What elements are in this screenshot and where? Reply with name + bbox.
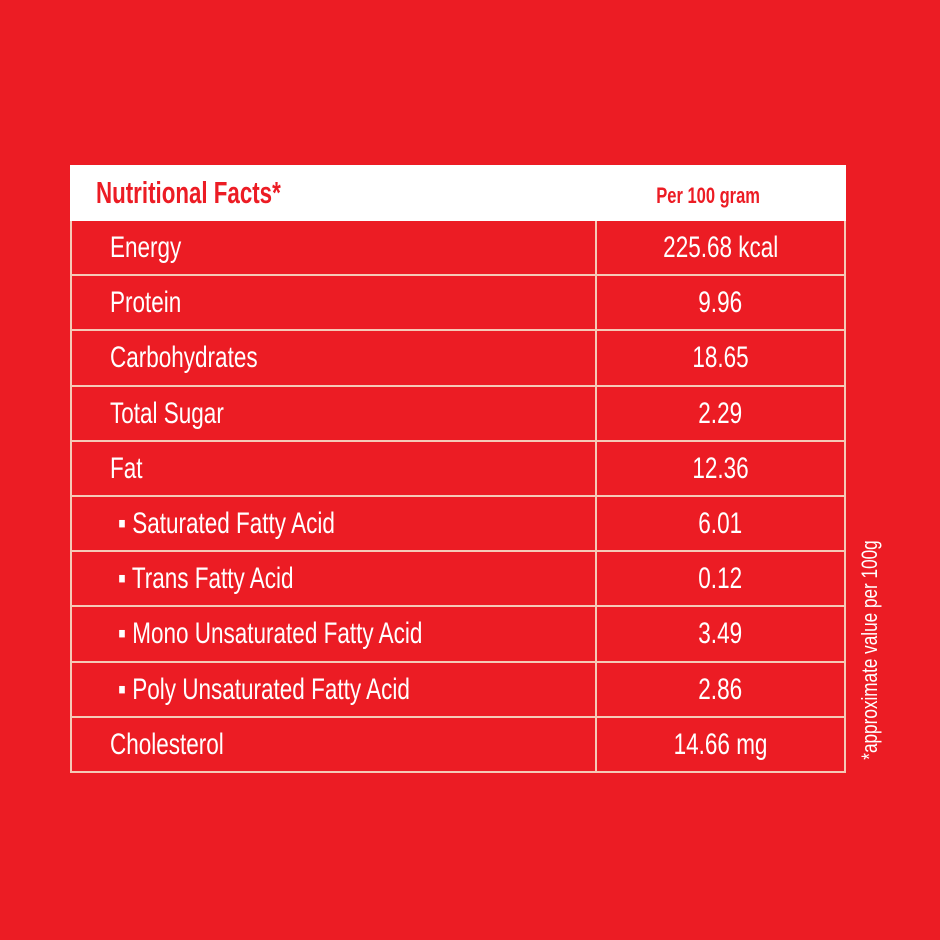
nutrient-value-cell: 3.49 [597, 607, 844, 660]
table-row: Cholesterol 14.66 mg [72, 715, 844, 771]
table-row: Total Sugar 2.29 [72, 384, 844, 440]
column-header: Per 100 gram [656, 183, 760, 208]
table-row: Carbohydrates 18.65 [72, 329, 844, 385]
nutrient-value: 2.29 [698, 396, 743, 430]
table-row: Energy 225.68 kcal [72, 221, 844, 275]
nutrient-label-cell: Energy [72, 221, 597, 275]
nutrient-label: Protein [110, 286, 182, 320]
nutrient-value-cell: 6.01 [597, 497, 844, 550]
table-row: Protein 9.96 [72, 274, 844, 330]
nutrient-value: 18.65 [692, 341, 749, 375]
nutrient-label-cell: Carbohydrates [72, 331, 597, 385]
nutrition-table: Nutritional Facts* Per 100 gram Energy 22… [70, 165, 846, 773]
nutrient-value: 14.66 mg [673, 727, 768, 761]
nutrient-label-cell: Cholesterol [72, 717, 597, 771]
nutrient-label: ▪ Poly Unsaturated Fatty Acid [118, 672, 410, 706]
nutrient-label-cell: Total Sugar [72, 386, 597, 440]
nutrient-value: 2.86 [698, 672, 743, 706]
nutrient-label: Energy [110, 231, 182, 264]
nutrient-value: 225.68 kcal [662, 231, 779, 264]
nutrient-value-cell: 0.12 [597, 552, 844, 605]
nutrient-label-cell: ▪ Poly Unsaturated Fatty Acid [72, 662, 597, 716]
table-row: ▪ Poly Unsaturated Fatty Acid 2.86 [72, 660, 844, 716]
nutrient-label-cell: Fat [72, 441, 597, 495]
nutrient-label: ▪ Trans Fatty Acid [118, 562, 294, 596]
nutrient-value-cell: 12.36 [597, 442, 844, 495]
table-body: Energy 225.68 kcal Protein 9.96 Carbohydrate… [70, 221, 846, 773]
nutrient-value-cell: 225.68 kcal [597, 221, 844, 274]
nutrient-value-cell: 18.65 [597, 331, 844, 384]
table-header: Nutritional Facts* Per 100 gram [70, 165, 846, 221]
nutrient-value: 9.96 [698, 286, 743, 320]
nutrient-label-cell: ▪ Mono Unsaturated Fatty Acid [72, 607, 597, 661]
nutrient-value: 12.36 [692, 451, 749, 485]
nutrient-label-cell: Protein [72, 276, 597, 330]
nutrient-value: 3.49 [698, 617, 743, 651]
nutrient-label-cell: ▪ Trans Fatty Acid [72, 552, 597, 606]
table-title: Nutritional Facts* [96, 175, 281, 210]
nutrient-value: 0.12 [698, 562, 743, 596]
nutrient-label: Cholesterol [110, 727, 224, 761]
nutrient-value-cell: 2.86 [597, 663, 844, 716]
nutrient-value: 6.01 [698, 506, 743, 540]
nutrient-value-cell: 2.29 [597, 387, 844, 440]
table-row: ▪ Trans Fatty Acid 0.12 [72, 550, 844, 606]
table-row: ▪ Mono Unsaturated Fatty Acid 3.49 [72, 605, 844, 661]
nutrient-value-cell: 9.96 [597, 276, 844, 329]
nutrient-label: ▪ Mono Unsaturated Fatty Acid [118, 617, 423, 651]
footnote: *approximate value per 100g [857, 540, 882, 760]
table-row: Fat 12.36 [72, 439, 844, 495]
nutrient-label: Carbohydrates [110, 341, 258, 375]
nutrient-label: Fat [110, 451, 143, 485]
nutrient-value-cell: 14.66 mg [597, 718, 844, 771]
nutrient-label: Total Sugar [110, 396, 224, 430]
nutrient-label-cell: ▪ Saturated Fatty Acid [72, 496, 597, 551]
table-row: ▪ Saturated Fatty Acid 6.01 [72, 494, 844, 551]
nutrient-label: ▪ Saturated Fatty Acid [118, 506, 335, 540]
